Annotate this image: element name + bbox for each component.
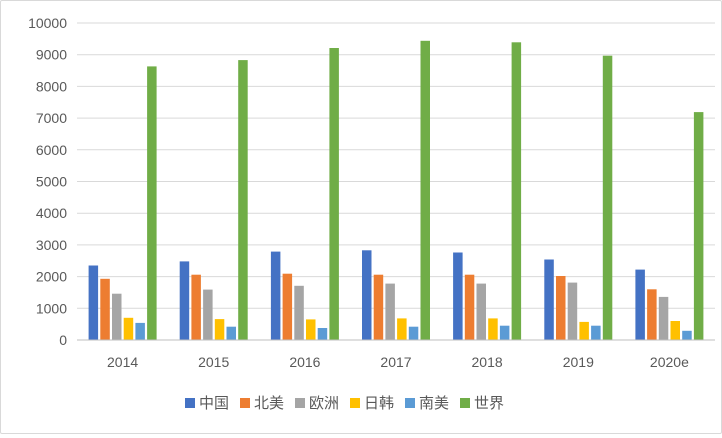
bar-2018-中国	[453, 252, 463, 340]
bar-2014-中国	[88, 265, 99, 340]
bar-2018-欧洲	[476, 283, 486, 340]
bar-2020e-世界	[693, 112, 704, 340]
bar-2017-南美	[408, 326, 419, 340]
x-axis: 2014 2015 2016 2017 2018 2019 2020e	[77, 339, 715, 370]
legend-label-南美: 南美	[419, 395, 449, 412]
y-tick-label: 6000	[36, 142, 67, 158]
x-tick-label: 2014	[107, 354, 138, 370]
bar-2019-欧洲	[567, 282, 578, 340]
bar-2015-日韩	[214, 319, 225, 340]
x-tick-label: 2017	[380, 354, 411, 370]
bar-2016-欧洲	[294, 285, 304, 340]
bars	[88, 40, 704, 341]
bar-2016-中国	[270, 251, 281, 340]
legend-swatch-南美	[405, 398, 415, 408]
legend-label-世界: 世界	[474, 395, 504, 412]
legend: 中国 北美 欧洲 日韩 南美 世界	[185, 395, 504, 412]
legend-swatch-世界	[460, 398, 470, 408]
bar-2019-日韩	[579, 321, 589, 340]
bar-2018-日韩	[488, 318, 498, 340]
legend-swatch-欧洲	[295, 398, 305, 408]
legend-label-北美: 北美	[254, 395, 284, 412]
legend-swatch-北美	[240, 398, 250, 408]
bar-2018-北美	[464, 274, 475, 340]
y-tick-label: 8000	[36, 78, 67, 94]
y-tick-label: 9000	[36, 47, 67, 63]
bar-2014-日韩	[123, 317, 134, 340]
x-tick-label: 2020e	[650, 354, 689, 370]
bar-2018-南美	[499, 325, 510, 340]
bar-2019-北美	[556, 276, 566, 340]
y-tick-label: 0	[59, 332, 67, 348]
x-tick-label: 2015	[198, 354, 229, 370]
bar-2018-世界	[511, 42, 522, 341]
y-tick-label: 5000	[36, 174, 67, 190]
x-tick-label: 2016	[289, 354, 320, 370]
bar-2019-世界	[602, 55, 613, 340]
bar-2014-欧洲	[112, 293, 122, 340]
bar-2019-中国	[544, 259, 554, 340]
legend-swatch-日韩	[350, 398, 360, 408]
bar-2020e-南美	[682, 330, 692, 340]
y-tick-label: 3000	[36, 237, 67, 253]
bar-2017-北美	[373, 274, 384, 340]
legend-label-日韩: 日韩	[364, 395, 394, 412]
x-tick-label: 2018	[472, 354, 503, 370]
bar-2015-南美	[226, 326, 236, 340]
y-tick-label: 10000	[28, 15, 67, 31]
legend-label-中国: 中国	[199, 395, 229, 412]
legend-label-欧洲: 欧洲	[309, 395, 339, 412]
bar-2014-世界	[147, 66, 157, 341]
gridlines	[77, 22, 715, 309]
bar-2020e-中国	[635, 269, 645, 340]
bar-2020e-日韩	[670, 321, 680, 340]
bar-2016-南美	[317, 328, 328, 340]
bar-2016-世界	[329, 48, 339, 340]
bar-2016-北美	[282, 273, 293, 340]
bar-2017-欧洲	[385, 283, 395, 340]
bar-2014-北美	[100, 278, 110, 340]
bar-2019-南美	[591, 325, 601, 340]
bar-2017-日韩	[397, 318, 407, 340]
x-tick-label: 2019	[563, 354, 594, 370]
legend-swatch-中国	[185, 398, 195, 408]
bar-2015-欧洲	[203, 289, 213, 340]
bar-2020e-欧洲	[658, 296, 669, 340]
bar-2020e-北美	[647, 289, 657, 340]
bar-2015-中国	[179, 261, 190, 340]
y-axis-ticks: 0 1000 2000 3000 4000 5000 6000 7000 8000 9000 100…	[28, 15, 67, 348]
y-tick-label: 7000	[36, 110, 67, 126]
bar-2016-日韩	[306, 319, 316, 340]
bar-2014-南美	[135, 322, 145, 340]
bar-2015-北美	[191, 274, 201, 340]
bar-2015-世界	[238, 60, 248, 340]
y-tick-label: 2000	[36, 269, 67, 285]
bar-2017-中国	[362, 250, 372, 340]
y-tick-label: 4000	[36, 205, 67, 221]
bar-2017-世界	[420, 40, 430, 341]
y-tick-label: 1000	[36, 300, 67, 316]
